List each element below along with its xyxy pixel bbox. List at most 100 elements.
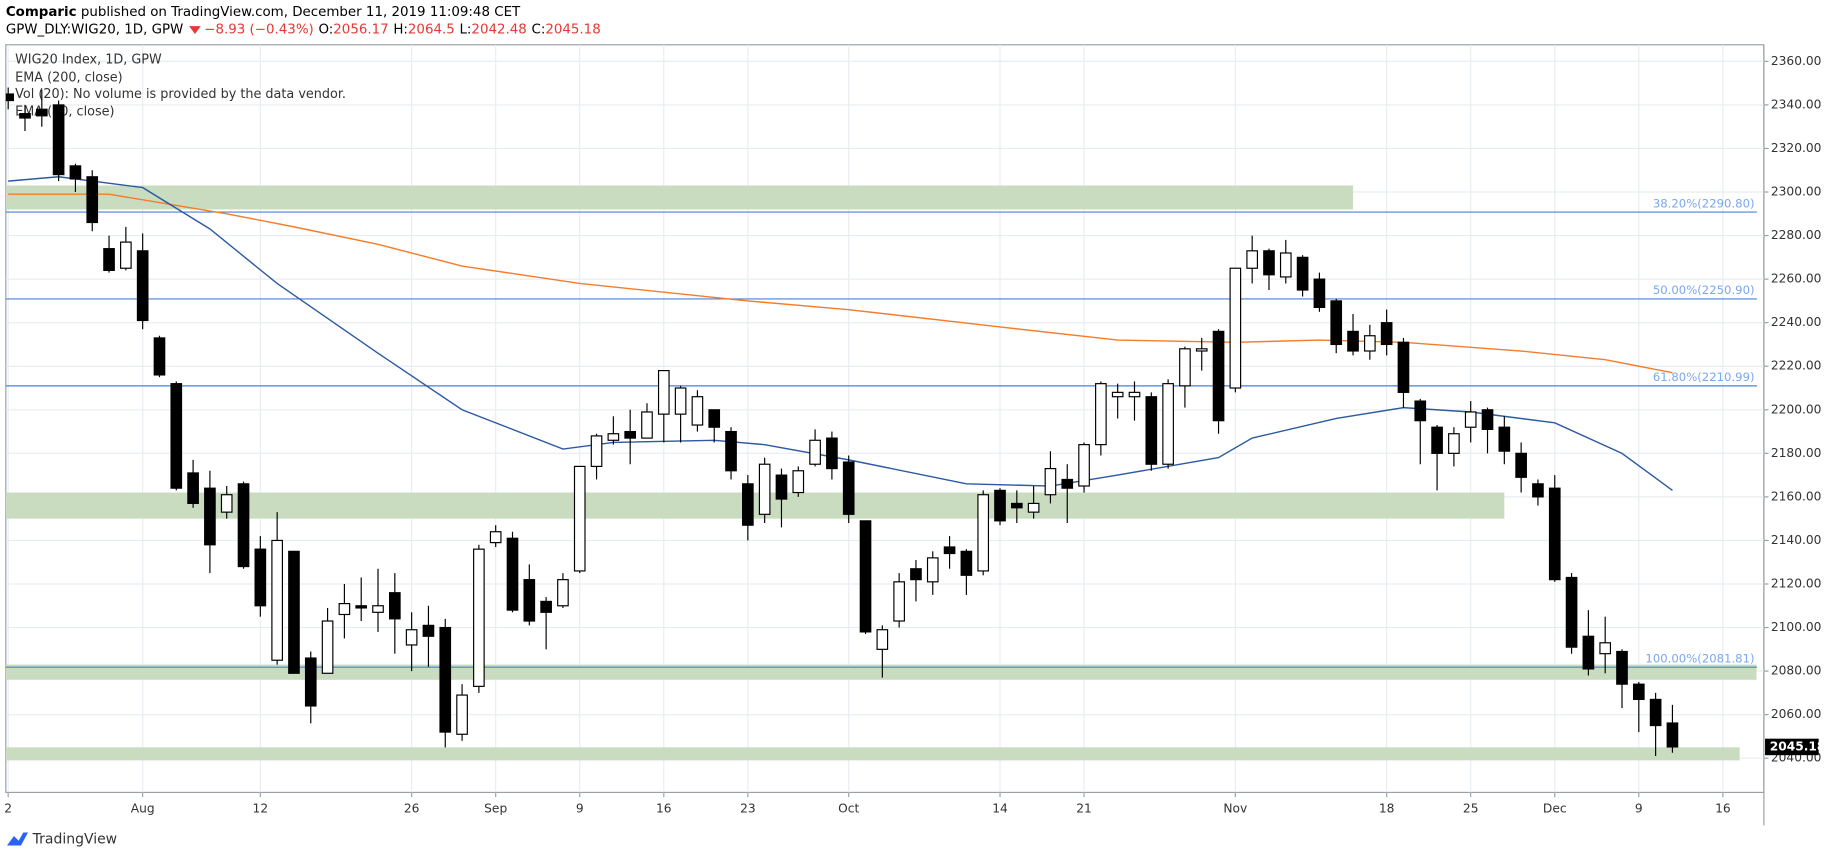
candle-body <box>86 176 99 224</box>
candle-body <box>1279 252 1292 278</box>
x-tick-label: Aug <box>131 801 155 815</box>
candle-body <box>1464 411 1477 428</box>
candle-body <box>540 600 552 613</box>
y-tick-label: 2140.00 <box>1771 533 1822 547</box>
candle-body <box>35 108 48 117</box>
open-value: 2056.17 <box>333 21 388 37</box>
candle-body <box>607 433 620 441</box>
candle-body <box>1649 698 1662 727</box>
candle-body <box>1212 330 1225 422</box>
candle-body <box>641 411 653 439</box>
zone <box>5 185 1354 210</box>
fib-label: 38.20%(2290.80) <box>1653 196 1755 210</box>
y-tick-label: 2080.00 <box>1771 664 1822 678</box>
published: published on TradingView.com, December 1… <box>81 4 521 20</box>
candle-body <box>910 568 922 581</box>
y-tick-label: 2100.00 <box>1771 620 1822 634</box>
x-tick-label: 16 <box>656 801 672 815</box>
candle-body <box>1111 391 1124 398</box>
candle-body <box>1195 348 1208 352</box>
candle-body <box>792 470 805 494</box>
y-tick-label: 2320.00 <box>1771 141 1822 155</box>
y-tick-label: 2200.00 <box>1771 402 1822 416</box>
zone <box>5 492 1505 519</box>
x-tick-label: 12 <box>253 801 269 815</box>
change: −8.93 (−0.43%) <box>204 21 314 37</box>
candle-body <box>1263 250 1275 276</box>
candle-body <box>725 430 737 472</box>
last-price-tag <box>1765 738 1819 756</box>
candle-body <box>489 531 502 544</box>
candle-body <box>1095 383 1107 446</box>
candle-body <box>405 629 418 646</box>
candle-body <box>876 629 889 650</box>
y-tick-label: 2220.00 <box>1771 359 1822 373</box>
y-tick-label: 2260.00 <box>1771 272 1822 286</box>
x-tick-label: Dec <box>1543 801 1567 815</box>
candle-body <box>557 579 569 607</box>
candle-body <box>422 624 435 637</box>
x-tick-label: 18 <box>1379 801 1395 815</box>
candle-body <box>1632 683 1645 701</box>
legend-entry: EMA (200, close) <box>15 70 123 85</box>
candle-body <box>1498 426 1511 452</box>
candle-body <box>204 487 216 546</box>
candle-body <box>304 657 317 707</box>
candle-body <box>473 548 485 687</box>
candle-body <box>1313 278 1326 309</box>
candle-body <box>1364 335 1376 352</box>
candle-body <box>1582 635 1595 670</box>
candle-body <box>1061 478 1074 489</box>
candle-body <box>19 113 31 119</box>
y-tick-label: 2300.00 <box>1771 184 1822 198</box>
fib-label: 61.80%(2210.99) <box>1653 370 1755 384</box>
y-tick-label: 2360.00 <box>1771 54 1822 68</box>
y-tick-label: 2340.00 <box>1771 97 1822 111</box>
candle-body <box>1179 348 1191 387</box>
candle-body <box>103 248 115 272</box>
y-tick-label: 2180.00 <box>1771 446 1822 460</box>
y-tick-label: 2060.00 <box>1771 707 1822 721</box>
candle-body <box>1128 391 1141 398</box>
candle-body <box>1330 300 1343 346</box>
candle-body <box>1397 341 1410 393</box>
candle-body <box>523 579 536 622</box>
candle-body <box>1380 322 1393 346</box>
candle-body <box>1162 383 1174 465</box>
candle-body <box>388 592 401 620</box>
candle-body <box>321 620 334 674</box>
indicator-note: Vol (20): No volume is provided by the d… <box>15 87 346 102</box>
last-price-label: 2045.18 <box>1770 739 1826 753</box>
candle-body <box>775 474 788 500</box>
x-tick-label: Sep <box>484 801 507 815</box>
brand: TradingView <box>32 832 117 848</box>
candle-body <box>1078 444 1090 487</box>
candle-body <box>657 369 670 415</box>
candle-body <box>742 483 754 526</box>
close-label: C: <box>531 21 545 37</box>
candle-body <box>170 383 183 489</box>
x-tick-label: 23 <box>740 801 756 815</box>
y-tick-label: 2120.00 <box>1771 576 1822 590</box>
candle-body <box>1010 502 1023 509</box>
candle-body <box>994 489 1006 522</box>
candle-body <box>220 494 233 513</box>
y-tick-label: 2240.00 <box>1771 315 1822 329</box>
x-tick-label: 14 <box>992 801 1008 815</box>
candle-body <box>1666 722 1679 748</box>
logo <box>6 832 28 846</box>
x-tick-label: 2 <box>4 801 12 815</box>
candle-body <box>1246 250 1258 269</box>
fib-label: 100.00%(2081.81) <box>1645 651 1754 665</box>
candle-body <box>1027 502 1040 513</box>
candle-body <box>372 605 384 613</box>
candle-body <box>674 387 687 415</box>
candle-body <box>271 539 283 661</box>
candle-body <box>893 581 905 622</box>
x-tick-label: 25 <box>1463 801 1479 815</box>
candle-body <box>1515 452 1527 478</box>
candle-body <box>1532 483 1544 498</box>
candle-body <box>1296 256 1309 291</box>
chart-title: WIG20 Index, 1D, GPW <box>15 53 162 68</box>
